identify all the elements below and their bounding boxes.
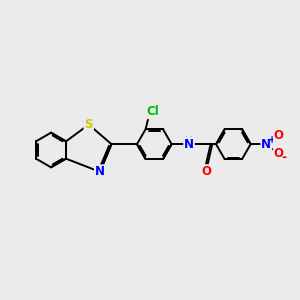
Text: O: O: [274, 129, 284, 142]
Text: O: O: [274, 147, 284, 160]
Text: Cl: Cl: [146, 105, 159, 118]
Text: N: N: [184, 138, 194, 151]
Text: +: +: [268, 135, 276, 145]
Text: -: -: [282, 152, 287, 164]
Text: H: H: [185, 136, 193, 146]
Text: O: O: [201, 165, 211, 178]
Text: S: S: [85, 118, 93, 131]
Text: N: N: [95, 165, 105, 178]
Text: N: N: [261, 138, 271, 151]
